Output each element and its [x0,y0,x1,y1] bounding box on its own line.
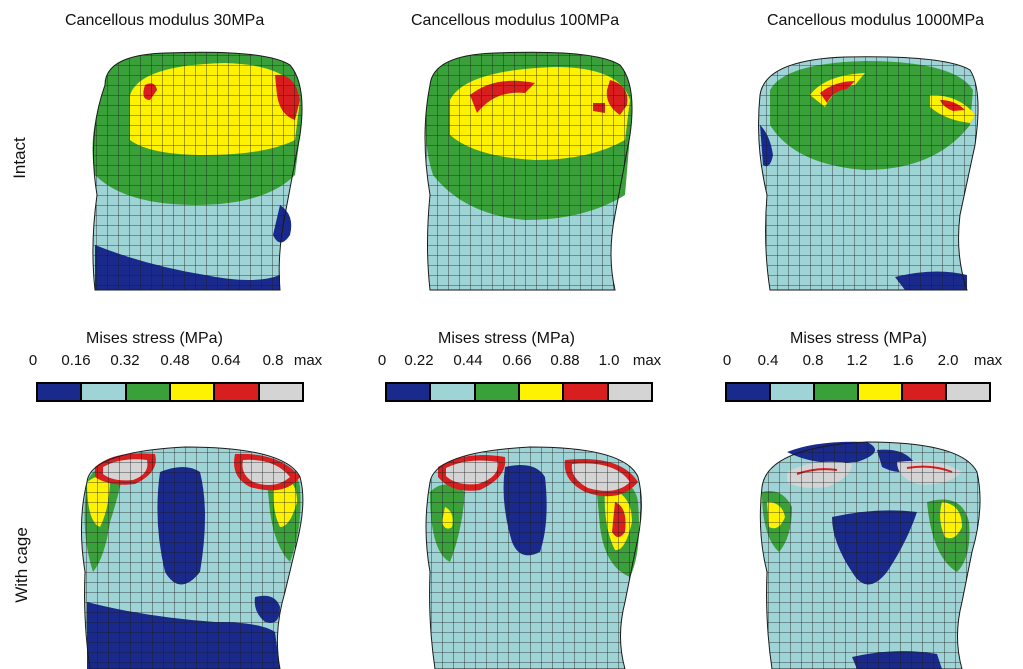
legend-tick: max [973,352,1003,369]
legend-tick: 0.8 [802,352,824,369]
swatch-gray [259,384,302,400]
legend-tick: 0.32 [110,352,140,369]
swatch-gray [947,384,989,400]
cage-100mpa-model [420,432,650,669]
swatch-red [564,384,609,400]
cage-1000mpa-model [757,432,987,669]
intact-30mpa-model [85,45,310,295]
swatch-green [126,384,171,400]
legend-tick: 2.0 [937,352,959,369]
swatch-red [215,384,260,400]
legend-ticks: 0 0.4 0.8 1.2 1.6 2.0 max [0,352,1023,370]
legend-tick: 1.6 [892,352,914,369]
row-label-with-cage: With cage [12,527,31,603]
column-title-100mpa: Cancellous modulus 100MPa [411,12,620,29]
legend-tick: max [632,352,662,369]
color-scale-bar [725,382,991,402]
legend-tick: 1.0 [598,352,620,369]
legend-tick: 1.2 [846,352,868,369]
legend-ticks: 0 0.22 0.44 0.66 0.88 1.0 max [0,352,700,370]
cage-30mpa-model [75,432,315,669]
swatch-light-blue [82,384,127,400]
legend-tick: max [293,352,323,369]
swatch-dark-blue [387,384,432,400]
legend-title: Mises stress (MPa) [438,330,575,347]
legend-tick: 0 [377,352,387,369]
legend-title: Mises stress (MPa) [790,330,927,347]
legend-ticks: 0 0.16 0.32 0.48 0.64 0.8 max [0,352,360,370]
color-scale-bar [385,382,653,402]
swatch-light-blue [431,384,476,400]
swatch-gray [608,384,651,400]
legend-tick: 0.88 [550,352,580,369]
swatch-green [475,384,520,400]
legend-tick: 0.22 [404,352,434,369]
legend-tick: 0.4 [757,352,779,369]
swatch-green [815,384,859,400]
intact-100mpa-model [415,45,640,295]
legend-tick: 0.16 [61,352,91,369]
legend-tick: 0 [722,352,732,369]
legend-tick: 0.66 [502,352,532,369]
color-scale-bar [36,382,304,402]
swatch-light-blue [771,384,815,400]
swatch-red [903,384,947,400]
column-title-1000mpa: Cancellous modulus 1000MPa [767,12,985,29]
legend-tick: 0 [28,352,38,369]
swatch-yellow [859,384,903,400]
intact-1000mpa-model [755,45,985,295]
legend-tick: 0.8 [262,352,284,369]
swatch-yellow [170,384,216,400]
legend-title: Mises stress (MPa) [86,330,223,347]
legend-tick: 0.48 [160,352,190,369]
swatch-dark-blue [38,384,83,400]
column-title-30mpa: Cancellous modulus 30MPa [65,12,265,29]
row-label-intact: Intact [10,137,29,179]
legend-tick: 0.44 [453,352,483,369]
legend-tick: 0.64 [211,352,241,369]
swatch-dark-blue [727,384,771,400]
swatch-yellow [519,384,565,400]
